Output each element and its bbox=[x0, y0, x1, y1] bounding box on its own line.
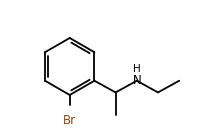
Text: H: H bbox=[133, 64, 141, 74]
Text: N: N bbox=[132, 74, 141, 87]
Text: Br: Br bbox=[63, 114, 76, 127]
